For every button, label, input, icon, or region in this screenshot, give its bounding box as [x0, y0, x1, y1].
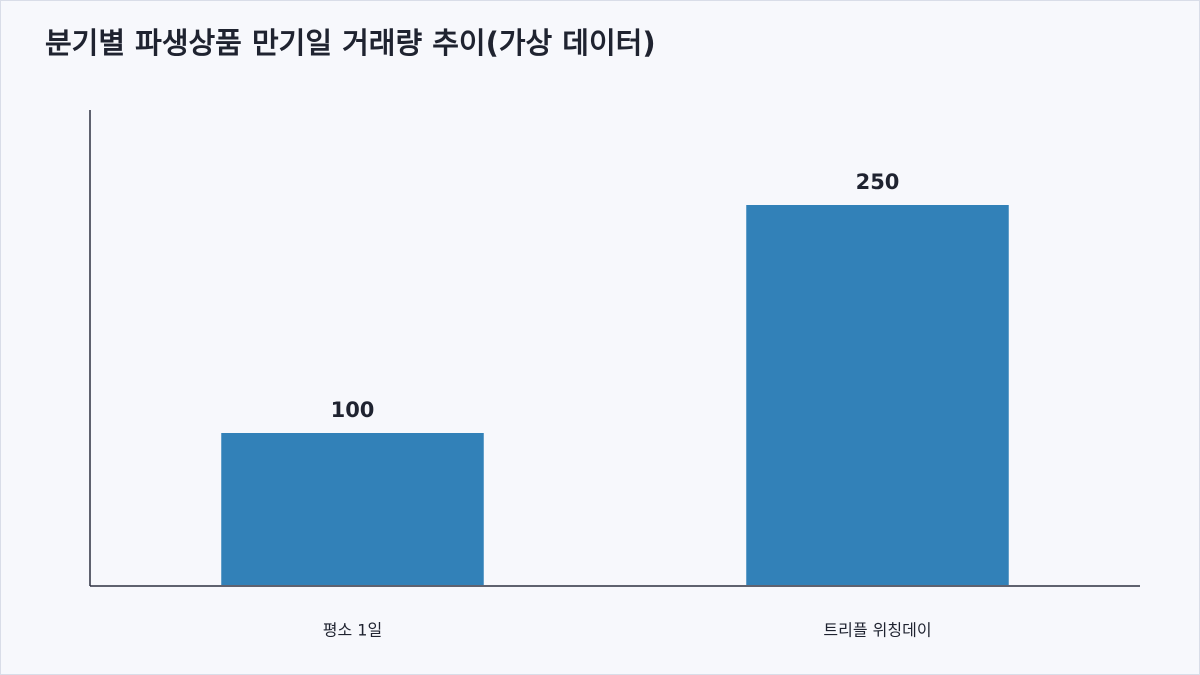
bar	[221, 433, 484, 585]
x-tick-label: 트리플 위칭데이	[823, 621, 931, 640]
chart-title: 분기별 파생상품 만기일 거래량 추이(가상 데이터)	[45, 26, 656, 60]
data-label: 250	[856, 170, 900, 194]
bar	[746, 205, 1009, 585]
x-tick-label: 평소 1일	[323, 621, 382, 640]
data-label: 100	[331, 398, 375, 422]
